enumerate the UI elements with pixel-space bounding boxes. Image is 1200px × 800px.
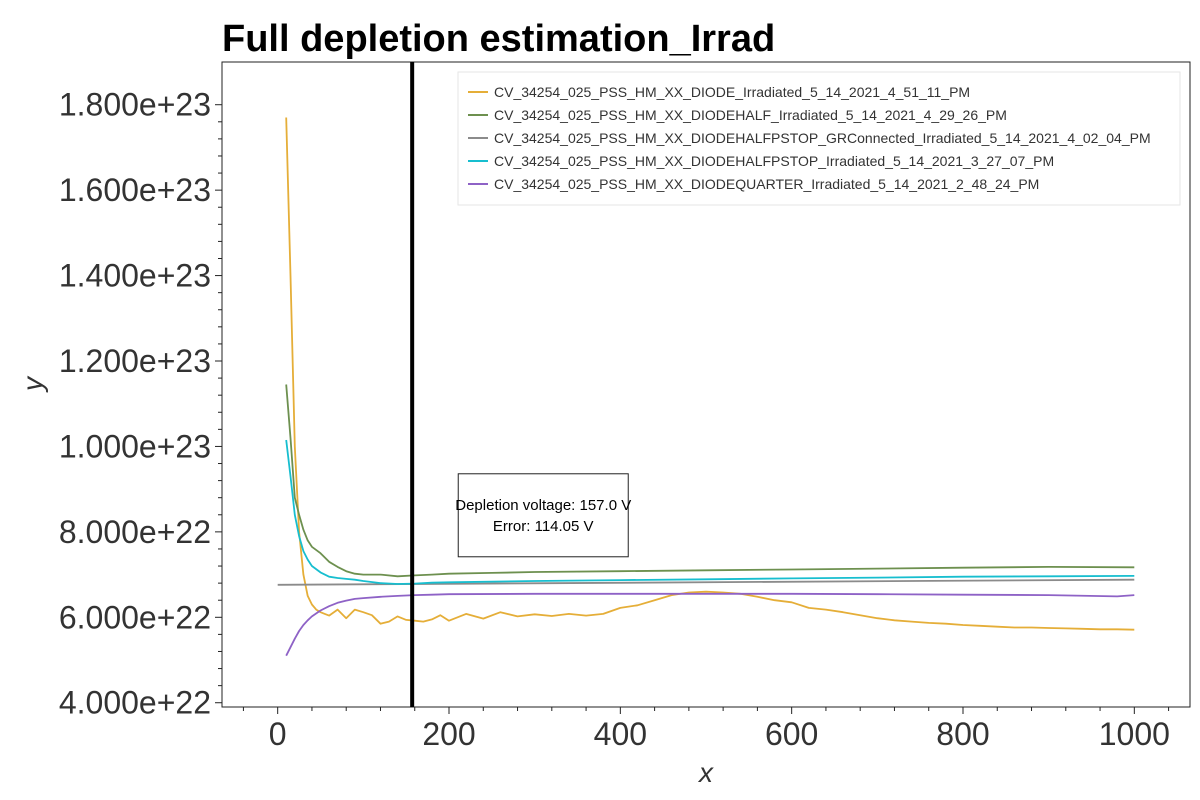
annotation-line: Error: 114.05 V	[493, 518, 594, 535]
x-tick-label: 400	[594, 716, 647, 752]
x-axis: 0 200 400 600 800 1000	[242, 707, 1170, 752]
series-line-1	[285, 117, 1135, 631]
y-tick-label: 1.400e+23	[59, 258, 211, 294]
x-tick-label: 800	[936, 716, 989, 752]
plot-frame	[221, 61, 1191, 708]
legend-box	[457, 71, 1181, 206]
legend: CV_34254_025_PSS_HM_XX_DIODE_Irradiated_…	[457, 71, 1181, 206]
annotation-line: Depletion voltage: 157.0 V	[455, 497, 631, 514]
series-line-4	[285, 439, 1135, 585]
y-axis: 4.000e+22 6.000e+22 8.000e+22 1.000e+23 1.20…	[59, 87, 222, 721]
x-tick-label: 200	[422, 716, 475, 752]
y-tick-label: 1.800e+23	[59, 87, 211, 123]
series-line-2	[285, 384, 1135, 578]
y-tick-label: 6.000e+22	[59, 599, 211, 635]
legend-label: CV_34254_025_PSS_HM_XX_DIODEHALFPSTOP_GR…	[494, 130, 1151, 146]
x-axis-label: x	[697, 757, 714, 788]
y-tick-label: 1.600e+23	[59, 172, 211, 208]
y-tick-label: 4.000e+22	[59, 685, 211, 721]
legend-label: CV_34254_025_PSS_HM_XX_DIODE_Irradiated_…	[494, 84, 970, 100]
x-tick-label: 1000	[1099, 716, 1170, 752]
x-tick-label: 0	[269, 716, 287, 752]
chart-title: Full depletion estimation_Irrad	[222, 18, 775, 60]
legend-label: CV_34254_025_PSS_HM_XX_DIODEQUARTER_Irra…	[494, 176, 1039, 192]
y-tick-label: 1.200e+23	[59, 343, 211, 379]
series-line-5	[285, 592, 1135, 657]
legend-label: CV_34254_025_PSS_HM_XX_DIODEHALF_Irradia…	[494, 107, 1007, 123]
depletion-annotation: Depletion voltage: 157.0 V Error: 114.05 …	[455, 473, 631, 558]
legend-label: CV_34254_025_PSS_HM_XX_DIODEHALFPSTOP_Ir…	[494, 153, 1054, 169]
y-axis-label: y	[17, 375, 48, 393]
y-tick-label: 8.000e+22	[59, 514, 211, 550]
y-tick-label: 1.000e+23	[59, 428, 211, 464]
x-tick-label: 600	[765, 716, 818, 752]
series-lines	[277, 117, 1135, 657]
annotation-box	[457, 473, 629, 558]
